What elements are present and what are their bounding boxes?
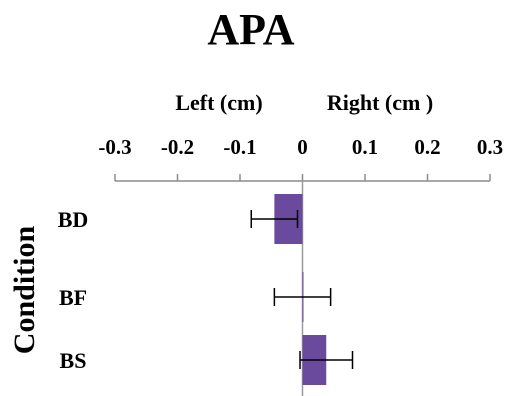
x-tick-label: 0.3 <box>477 135 503 159</box>
x-axis-label-right: Right (cm ) <box>327 90 433 115</box>
x-tick-label: -0.3 <box>98 135 131 159</box>
bars <box>250 194 354 385</box>
x-tick-label: -0.2 <box>161 135 194 159</box>
x-tick-label: 0 <box>297 135 308 159</box>
category-label: BF <box>59 285 87 310</box>
x-axis: -0.3 -0.2 -0.1 0 0.1 0.2 0.3 <box>98 135 503 396</box>
chart-title: APA <box>207 5 294 54</box>
x-tick-label: -0.1 <box>223 135 256 159</box>
category-label: BS <box>60 348 87 373</box>
category-labels: BD BF BS <box>58 207 89 373</box>
category-label: BD <box>58 207 89 232</box>
y-axis-label: Condition <box>8 226 41 355</box>
x-tick-label: 0.1 <box>352 135 378 159</box>
x-tick-label: 0.2 <box>414 135 440 159</box>
x-axis-label-left: Left (cm) <box>175 90 262 115</box>
